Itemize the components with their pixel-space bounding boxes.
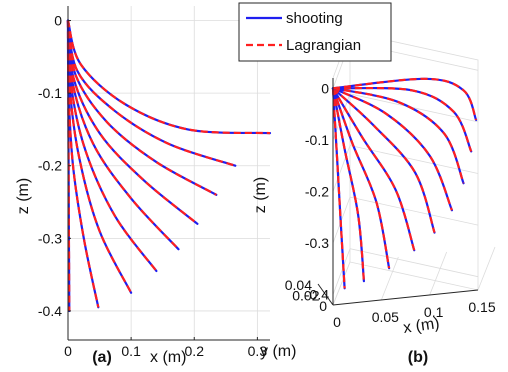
panel-b-x-axis <box>332 289 479 306</box>
panel-b-curve-3-shooting <box>331 87 416 252</box>
panel-b-curve-8-lagrangian <box>332 77 478 121</box>
panel-b-xlabel: x (m) <box>402 315 440 337</box>
panel-b-zlabel: z (m) <box>252 177 269 213</box>
panel-a: 0 0.1 0.2 0.30-0.1-0.2-0.3-0.4 x (m) z (m) … <box>15 6 272 366</box>
panel-a-xlabel: x (m) <box>150 349 186 366</box>
panel-b-curves <box>331 77 478 290</box>
panel-b-ztick-label: -0.4 <box>305 287 329 303</box>
panel-b-zgrid-back-line <box>349 248 479 278</box>
panel-a-curve-6-lagrangian <box>66 20 217 196</box>
panel-a-label: (a) <box>92 349 112 366</box>
legend-label-lagrangian: Lagrangian <box>286 37 361 54</box>
legend-box <box>238 2 392 62</box>
panel-b-curve-0-lagrangian <box>331 88 346 289</box>
panel-a-grid <box>68 6 270 340</box>
panel-b-xtick-label: 0.05 <box>372 309 399 325</box>
panel-b-ytick-label: 0.04 <box>285 277 312 293</box>
panel-a-xtick-label: 0.2 <box>185 343 205 359</box>
panel-a-ticks: 0 0.1 0.2 0.3 0 -0.1 -0.2 -0.3 -0.4 <box>38 13 267 359</box>
panel-b-xgrid-line <box>477 246 496 291</box>
panel-b-zgrid-line <box>332 248 351 295</box>
panel-a-curve-7-lagrangian <box>66 20 236 167</box>
panel-a-curve-5-lagrangian <box>66 20 199 225</box>
panel-b-y-axis <box>317 283 334 306</box>
panel-a-plot-area <box>68 6 270 340</box>
panel-b-curve-4-lagrangian <box>332 87 436 233</box>
panel-a-ytick-label: -0.1 <box>38 85 62 101</box>
panel-a-ytick-label: -0.4 <box>38 303 62 319</box>
panel-b-zgrid-line <box>332 145 351 192</box>
panel-b-axes <box>317 78 479 306</box>
panel-a-ytick-label: -0.2 <box>38 158 62 174</box>
panel-b-xtick-label: 0 <box>333 314 341 330</box>
panel-b-ytick-label: 0 <box>319 298 327 314</box>
panel-b-xgrid-line <box>380 256 399 301</box>
panel-b-xgrid-line <box>429 251 448 296</box>
panel-a-xtick-label: 0.1 <box>121 343 141 359</box>
panel-b-grid <box>332 41 496 306</box>
panel-b-curve-3-lagrangian <box>332 87 416 251</box>
panel-b-xtick-label: 0.1 <box>424 304 444 320</box>
panel-a-ylabel: z (m) <box>15 178 32 214</box>
panel-b-ztick-label: 0 <box>321 80 329 96</box>
panel-b-ztick-label: -0.1 <box>305 132 329 148</box>
panel-b-ylabel: y (m) <box>260 343 296 360</box>
panel-b-ytick-label: 0.02 <box>292 288 319 304</box>
panel-b-curve-1-lagrangian <box>331 88 365 282</box>
panel-b-xgrid-line <box>332 261 351 306</box>
panel-b-curve-2-lagrangian <box>331 87 391 269</box>
panel-b-curve-7-lagrangian <box>332 86 473 152</box>
panel-b-ztick-label: -0.3 <box>305 235 329 251</box>
panel-b-back-floor-edge <box>349 261 479 291</box>
panel-b-ztick-label: -0.2 <box>305 184 329 200</box>
panel-b-curve-5-lagrangian <box>332 87 453 211</box>
panel-a-xtick-label: 0.3 <box>248 343 268 359</box>
legend-label-shooting: shooting <box>286 10 343 27</box>
panel-b-curve-5-shooting <box>331 87 453 212</box>
legend: shooting Lagrangian <box>238 2 392 62</box>
panel-b-xtick-label: 0.15 <box>468 299 495 315</box>
panel-b-curve-6-lagrangian <box>332 87 465 184</box>
panel-a-ytick-label: 0 <box>54 13 62 29</box>
panel-b-zgrid-back-line <box>349 196 479 226</box>
panel-a-axes <box>67 6 270 341</box>
panel-b-label: (b) <box>408 349 428 366</box>
panel-a-ytick-label: -0.3 <box>38 230 62 246</box>
panel-a-xtick-label: 0 <box>64 343 72 359</box>
panel-a-curve-8-lagrangian <box>66 20 271 135</box>
